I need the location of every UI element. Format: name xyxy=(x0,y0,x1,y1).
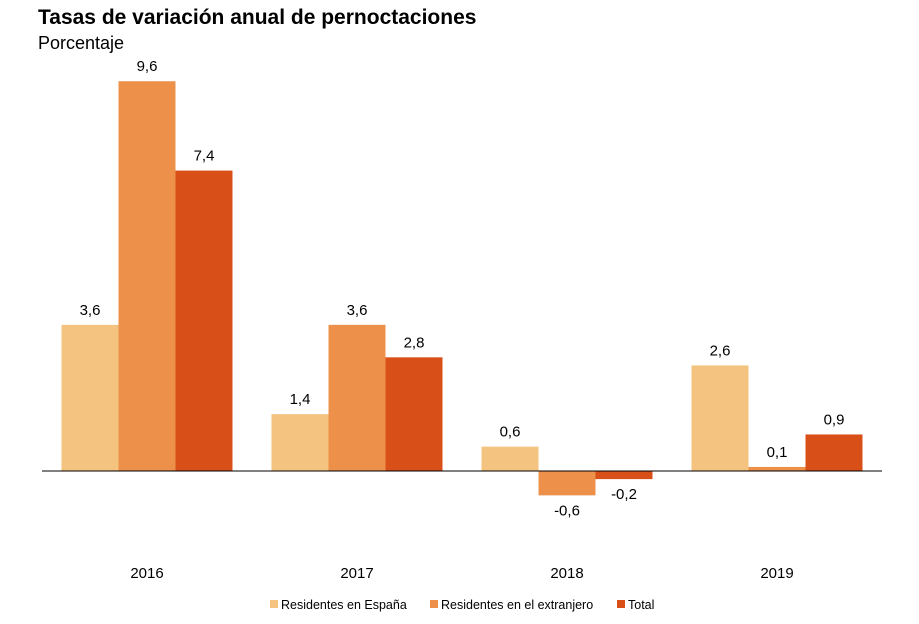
legend-swatch-series-3 xyxy=(617,600,625,608)
data-label-2016-series-3: 7,4 xyxy=(194,148,215,165)
data-label-2017-series-2: 3,6 xyxy=(347,302,368,319)
data-label-2017-series-1: 1,4 xyxy=(290,391,311,408)
x-tick-label-2017: 2017 xyxy=(340,565,373,582)
bar-2016-series-1 xyxy=(61,324,119,471)
legend-label-series-3: Total xyxy=(628,598,654,612)
legend-label-series-1: Residentes en España xyxy=(281,598,407,612)
bar-2017-series-2 xyxy=(328,324,386,471)
bar-2017-series-1 xyxy=(271,414,329,471)
bar-2017-series-3 xyxy=(385,357,443,471)
bar-2018-series-2 xyxy=(538,471,596,496)
data-label-2016-series-1: 3,6 xyxy=(80,302,101,319)
bar-2016-series-2 xyxy=(118,81,176,472)
legend-swatch-series-1 xyxy=(270,600,278,608)
chart-subtitle: Porcentaje xyxy=(38,33,125,53)
chart-title: Tasas de variación anual de pernoctacion… xyxy=(38,6,477,29)
data-label-2019-series-1: 2,6 xyxy=(710,342,731,359)
bar-2016-series-3 xyxy=(175,170,233,471)
data-label-2019-series-3: 0,9 xyxy=(824,411,845,428)
legend-swatch-series-2 xyxy=(430,600,438,608)
x-tick-label-2018: 2018 xyxy=(550,565,583,582)
data-label-2017-series-3: 2,8 xyxy=(404,334,425,351)
data-label-2019-series-2: 0,1 xyxy=(767,444,788,461)
x-tick-label-2016: 2016 xyxy=(130,565,163,582)
data-label-2018-series-2: -0,6 xyxy=(554,502,580,519)
bar-2018-series-1 xyxy=(481,446,539,471)
data-label-2018-series-1: 0,6 xyxy=(500,424,521,441)
legend-label-series-2: Residentes en el extranjero xyxy=(441,598,593,612)
x-tick-label-2019: 2019 xyxy=(760,565,793,582)
bar-2019-series-3 xyxy=(805,434,863,471)
data-label-2018-series-3: -0,2 xyxy=(611,486,637,503)
bar-2019-series-1 xyxy=(691,365,749,471)
data-label-2016-series-2: 9,6 xyxy=(137,58,158,75)
bar-2018-series-3 xyxy=(595,471,653,480)
bar-2019-series-2 xyxy=(748,466,806,471)
